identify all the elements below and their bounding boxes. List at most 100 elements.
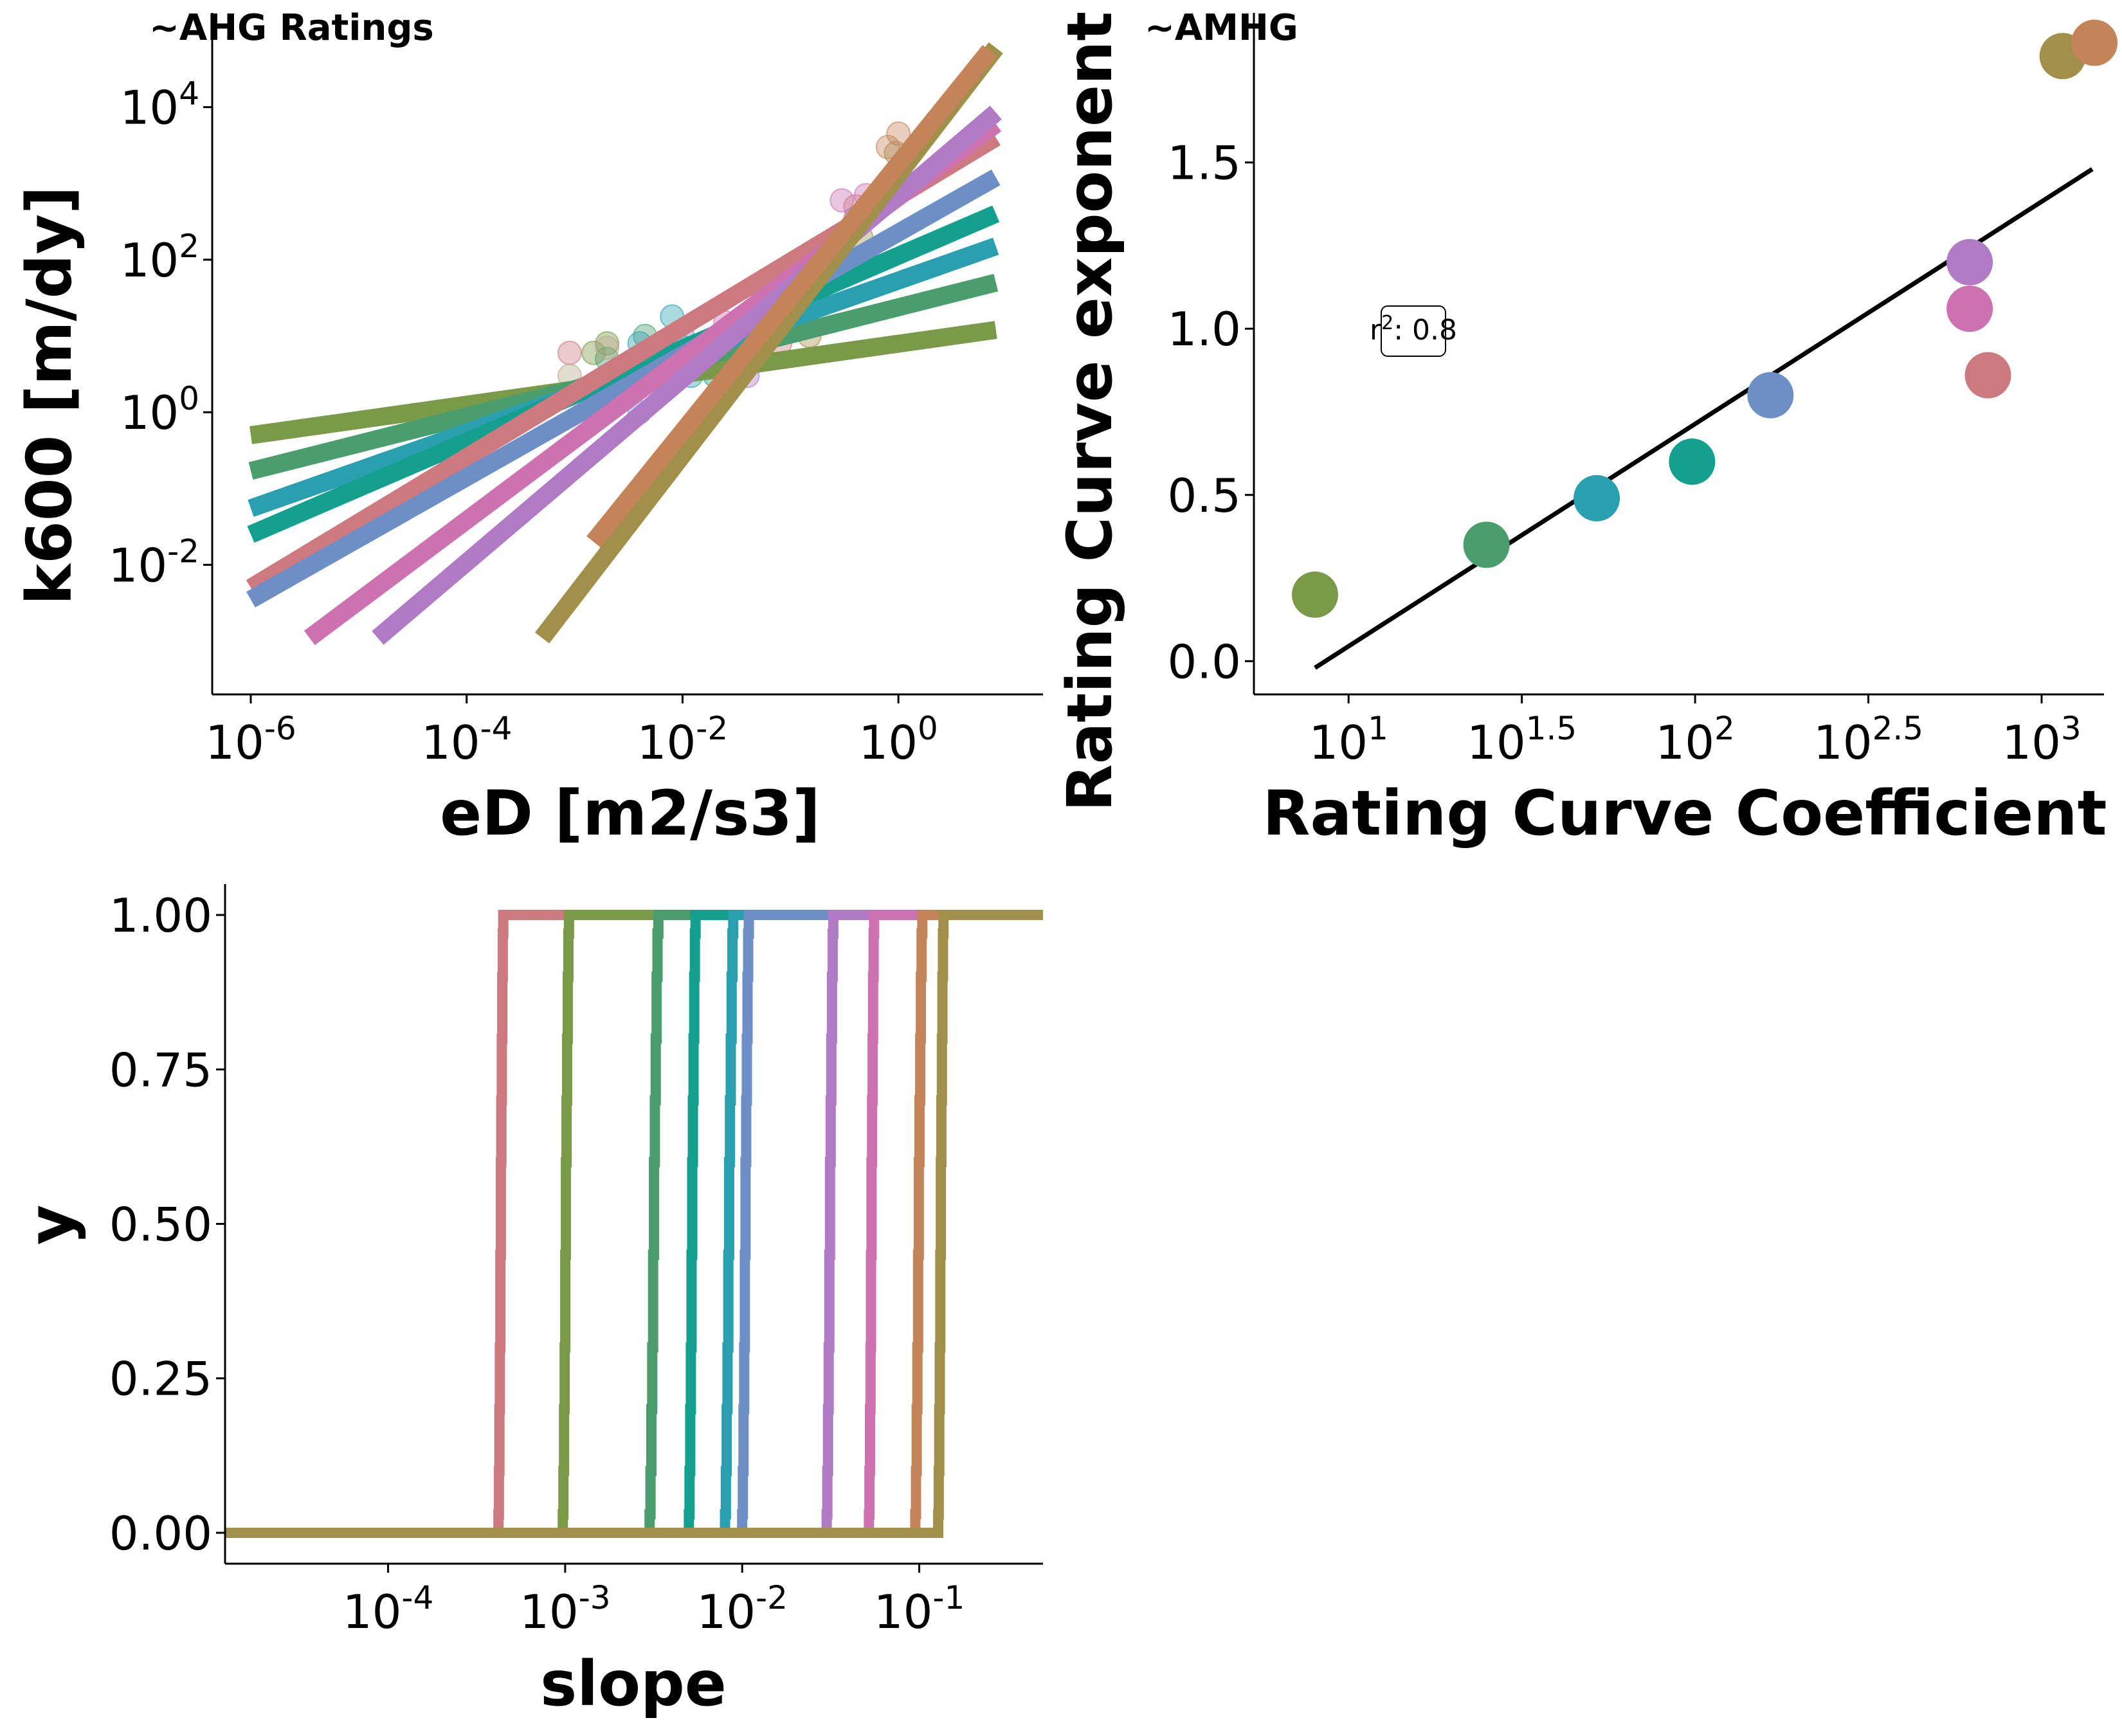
r2-annotation: r2: 0.8	[1370, 305, 1457, 357]
svg-text:r2: 0.8: r2: 0.8	[1370, 312, 1457, 347]
ahg-x-tick-label-base: 10	[205, 716, 264, 770]
amhg-scatter-point	[1964, 352, 2011, 399]
ahg-x-tick-label: 10-2	[637, 710, 728, 770]
amhg-x-tick-label-base: 10	[1467, 716, 1526, 770]
amhg-x-tick-label-exponent: 2	[1714, 710, 1735, 747]
slope-y-axis-label: y	[15, 1205, 87, 1245]
ahg-scatter-point	[581, 340, 606, 365]
amhg-x-tick-label-base: 10	[2002, 716, 2061, 770]
slope-cdf-axes: 10-4 10-3 10-2 10-10.000.250.500.751.00	[109, 884, 1043, 1639]
ahg-panel-title: ~AHG Ratings	[149, 7, 434, 49]
slope-x-tick-label-exponent: -3	[579, 1579, 611, 1616]
ahg-scatter-point	[886, 121, 911, 146]
slope-y-tick-label: 0.00	[109, 1506, 212, 1560]
slope-x-tick-label-exponent: -1	[932, 1579, 965, 1616]
amhg-scatter-point	[1946, 285, 1993, 332]
slope-cdf-line	[225, 910, 1043, 1538]
slope-x-tick-label-exponent: -2	[756, 1579, 788, 1616]
ahg-y-tick-label-base: 10	[120, 81, 179, 135]
slope-cdf-plot-area	[225, 910, 1043, 1538]
ahg-y-tick-label-base: 10	[109, 538, 168, 592]
slope-cdf-line	[225, 910, 1043, 1538]
amhg-y-tick-label: 0.0	[1167, 635, 1241, 689]
ahg-y-axis-label: k600 [m/dy]	[14, 186, 86, 605]
ahg-rating-line	[247, 205, 1000, 543]
slope-y-tick-label: 1.00	[109, 889, 212, 943]
slope-x-tick-label-base: 10	[696, 1585, 756, 1639]
amhg-scatter-point	[1291, 571, 1338, 618]
slope-cdf-line	[225, 910, 1043, 1538]
amhg-panel-title: ~AMHG	[1145, 7, 1298, 49]
ahg-x-tick-label-exponent: 0	[918, 710, 938, 747]
slope-x-tick-label: 10-3	[520, 1579, 610, 1639]
amhg-y-tick-label: 1.0	[1167, 302, 1241, 356]
ahg-rating-line	[246, 169, 1001, 608]
amhg-scatter-point	[1573, 475, 1620, 521]
amhg-scatter-point	[1463, 521, 1510, 568]
ahg-x-tick-label-base: 10	[637, 716, 696, 770]
ahg-y-tick-label-base: 10	[120, 386, 179, 440]
amhg-x-tick-label: 101.5	[1467, 710, 1577, 770]
r2-annotation-box	[1381, 305, 1446, 357]
slope-y-tick-label: 0.25	[109, 1352, 212, 1406]
ahg-x-tick-label-exponent: -2	[696, 710, 728, 747]
ahg-plot-area	[246, 42, 1003, 646]
r2-value: : 0.8	[1393, 314, 1457, 347]
slope-x-tick-label-base: 10	[343, 1585, 402, 1639]
slope-cdf-panel: 10-4 10-3 10-2 10-10.000.250.500.751.00 slo…	[15, 884, 1043, 1720]
slope-x-tick-label-exponent: -4	[401, 1579, 433, 1616]
ahg-y-tick-label-exponent: 2	[179, 228, 199, 265]
slope-cdf-line	[225, 910, 1043, 1538]
amhg-scatter-point	[1946, 239, 1993, 285]
amhg-x-tick-label-exponent: 1	[1368, 710, 1388, 747]
amhg-x-tick-label-exponent: 2.5	[1873, 710, 1924, 747]
slope-cdf-line	[225, 910, 1043, 1538]
ahg-y-tick-label: 102	[120, 228, 199, 287]
r2-superscript: 2	[1381, 312, 1393, 334]
amhg-x-axis-label: Rating Curve Coefficient	[1263, 777, 2107, 849]
ahg-x-tick-label: 100	[858, 710, 938, 770]
amhg-y-axis-label: Rating Curve exponent	[1054, 12, 1126, 812]
amhg-y-tick-label: 0.5	[1167, 469, 1241, 523]
slope-x-tick-label: 10-4	[343, 1579, 433, 1639]
ahg-y-tick-label: 100	[120, 380, 199, 440]
ahg-x-tick-label-base: 10	[858, 716, 918, 770]
ahg-scatter-point	[595, 335, 620, 360]
ahg-rating-line	[372, 105, 1002, 645]
ahg-x-tick-label-exponent: -4	[480, 710, 512, 747]
slope-x-tick-label-base: 10	[520, 1585, 579, 1639]
ahg-x-tick-label: 10-6	[205, 710, 296, 770]
ahg-x-axis-label: eD [m2/s3]	[440, 777, 821, 849]
amhg-x-tick-label-exponent: 1.5	[1526, 710, 1577, 747]
amhg-x-tick-label: 102.5	[1813, 710, 1923, 770]
amhg-x-tick-label: 102	[1655, 710, 1734, 770]
amhg-plot-area	[1291, 19, 2118, 670]
ahg-y-tick-label: 10-2	[109, 532, 199, 592]
slope-cdf-line	[225, 910, 1043, 1538]
slope-cdf-line	[225, 910, 1043, 1538]
amhg-x-tick-label: 103	[2002, 710, 2081, 770]
ahg-x-tick-label: 10-4	[421, 710, 512, 770]
ahg-y-tick-label-exponent: 0	[179, 380, 199, 417]
amhg-scatter-point	[2071, 19, 2118, 66]
r2-label: r	[1370, 314, 1382, 347]
ahg-scatter-point	[557, 340, 582, 365]
amhg-x-tick-label-base: 10	[1655, 716, 1714, 770]
slope-x-tick-label-base: 10	[874, 1585, 933, 1639]
ahg-y-tick-label-exponent: -2	[167, 532, 199, 570]
ahg-ratings-panel: ~AHG Ratings 10-6 10-4 10-2 10010-210010210…	[14, 7, 1043, 849]
ahg-x-tick-label-exponent: -6	[264, 710, 296, 747]
slope-y-tick-label: 0.50	[109, 1198, 212, 1252]
slope-y-tick-label: 0.75	[109, 1043, 212, 1097]
slope-cdf-line	[225, 910, 1043, 1538]
slope-cdf-line	[225, 910, 1043, 1538]
slope-x-tick-label: 10-2	[696, 1579, 787, 1639]
slope-x-tick-label: 10-1	[874, 1579, 965, 1639]
amhg-x-tick-label-base: 10	[1309, 716, 1368, 770]
amhg-x-tick-label: 101	[1309, 710, 1388, 770]
ahg-y-tick-label: 104	[120, 75, 199, 135]
amhg-y-tick-label: 1.5	[1167, 136, 1241, 190]
